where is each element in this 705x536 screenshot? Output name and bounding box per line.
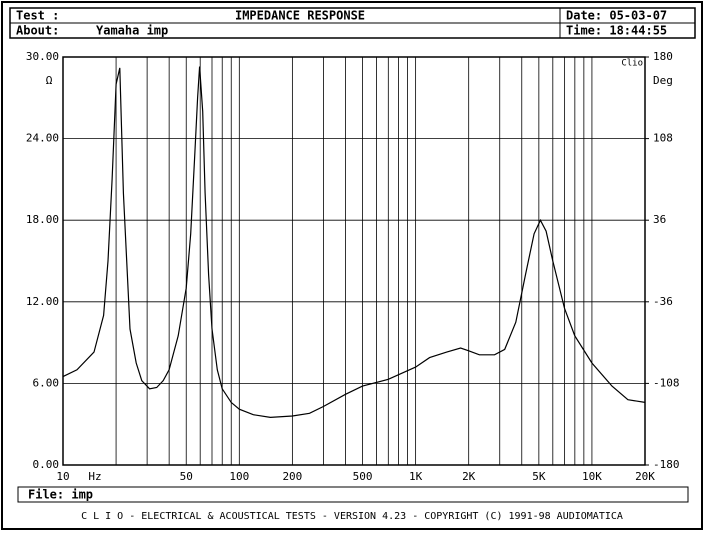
about-value: Yamaha imp (96, 24, 168, 38)
y2-tick-label: 180 (653, 50, 673, 63)
time: Time: 18:44:55 (566, 24, 667, 38)
y-tick-label: 30.00 (26, 50, 59, 63)
x-tick-label: 1K (409, 470, 423, 483)
x-tick-label: 500 (353, 470, 373, 483)
impedance-curve (62, 66, 646, 419)
file: File: imp (28, 488, 93, 502)
x-tick-label: 200 (282, 470, 302, 483)
y2-tick-label: -180 (653, 458, 680, 471)
x-tick-label: 50 (180, 470, 193, 483)
y-tick-label: 12.00 (26, 295, 59, 308)
brand: Clio (621, 59, 643, 69)
x-tick-label: 5K (532, 470, 546, 483)
banner: C L I O - ELECTRICAL & ACOUSTICAL TESTS … (81, 511, 623, 522)
date: Date: 05-03-07 (566, 9, 667, 23)
x-tick-label: 10K (582, 470, 602, 483)
x-tick-label: 10 (56, 470, 69, 483)
title: IMPEDANCE RESPONSE (235, 9, 365, 23)
y-axis-label: Ω (46, 74, 53, 87)
y2-tick-label: -108 (653, 376, 680, 389)
x-tick-label: 2K (462, 470, 476, 483)
y-tick-label: 0.00 (33, 458, 60, 471)
x-tick-label: 20K (635, 470, 655, 483)
y2-tick-label: -36 (653, 295, 673, 308)
y-tick-label: 6.00 (33, 376, 60, 389)
file-box (17, 486, 689, 503)
x-tick-label: 100 (229, 470, 249, 483)
y2-axis-label: Deg (653, 74, 673, 87)
y-tick-label: 18.00 (26, 213, 59, 226)
y2-tick-label: 108 (653, 132, 673, 145)
x-axis-label: Hz (88, 470, 101, 483)
y-tick-label: 24.00 (26, 132, 59, 145)
about-label: About: (16, 24, 59, 38)
y2-tick-label: 36 (653, 213, 666, 226)
test-label: Test : (16, 9, 59, 23)
